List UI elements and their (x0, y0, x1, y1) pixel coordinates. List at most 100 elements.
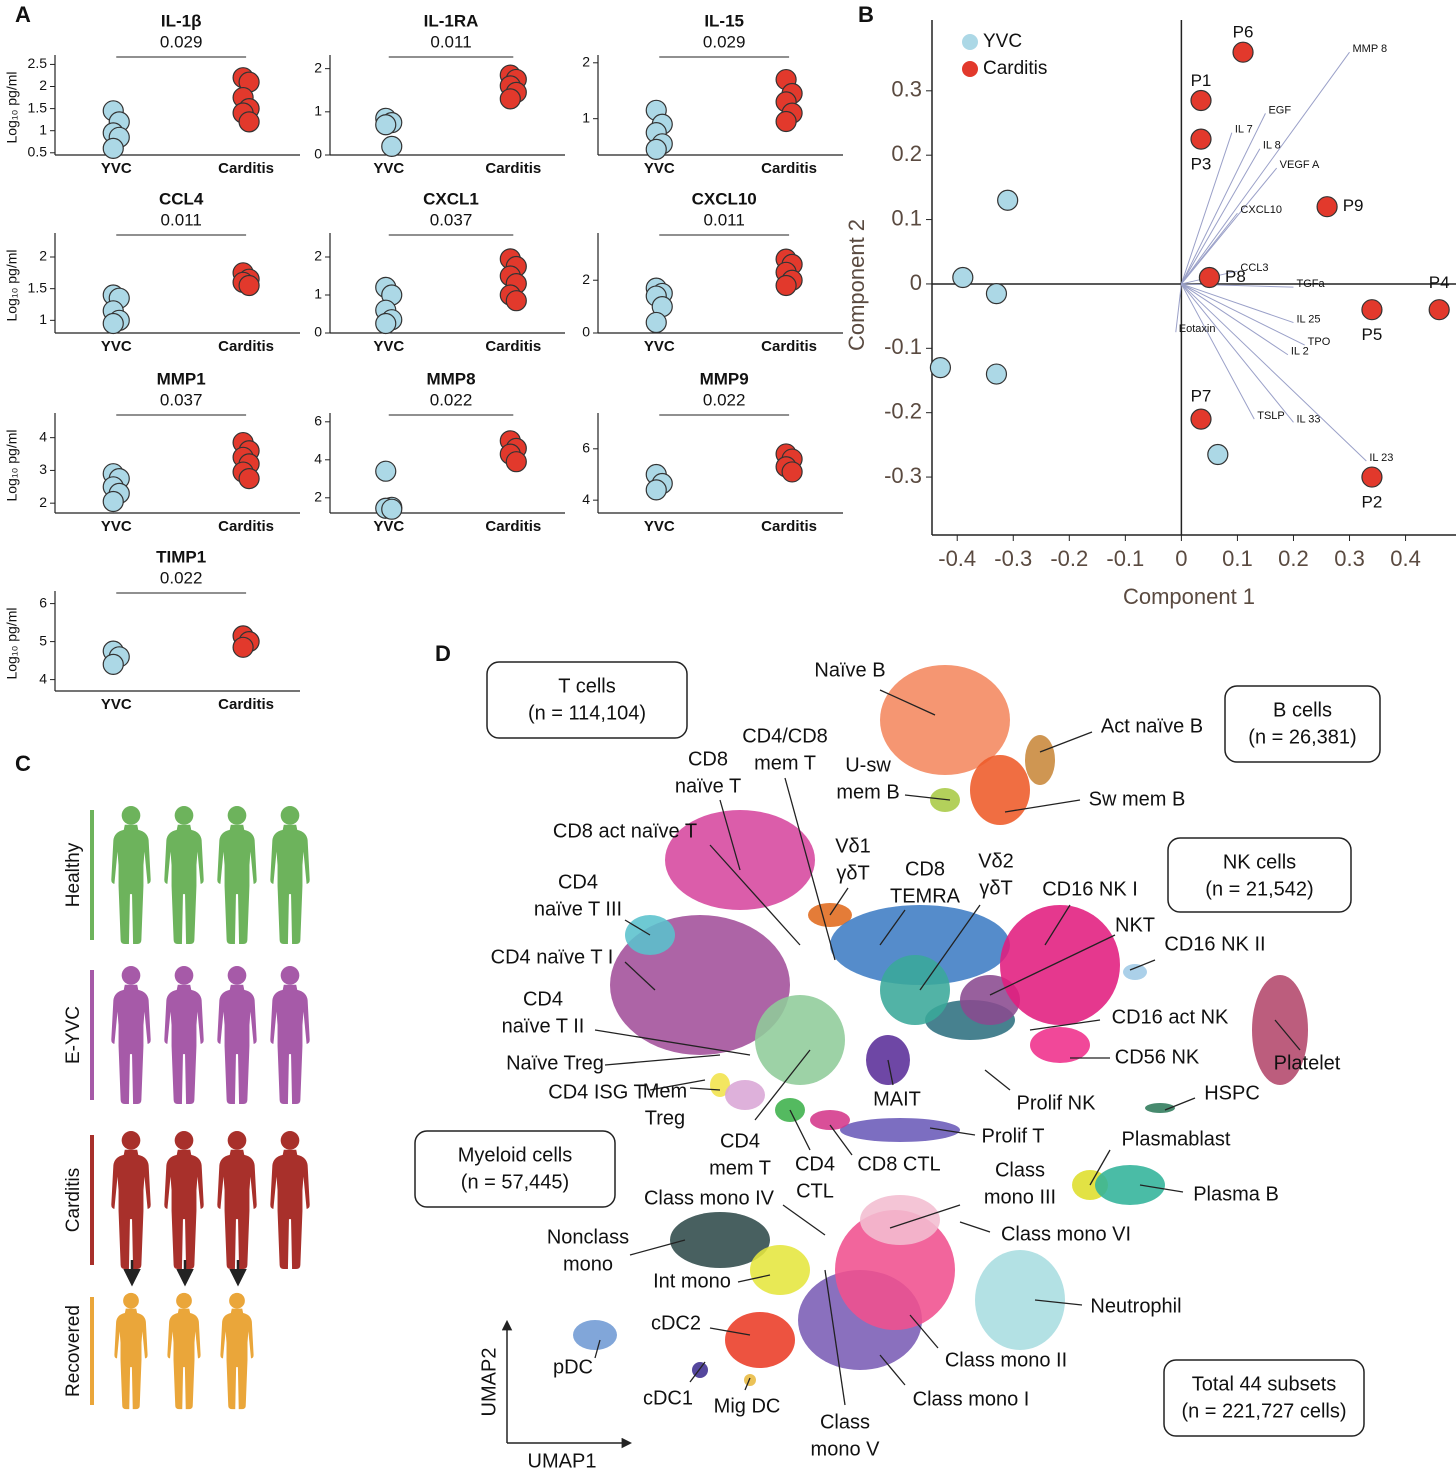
cluster-label: Class (995, 1159, 1045, 1181)
cluster-label: CD8 CTL (857, 1153, 940, 1175)
p-value: 0.022 (430, 390, 473, 409)
leader-line (1089, 1149, 1111, 1186)
person-icon (164, 966, 204, 1104)
cluster-label: CD8 (688, 748, 728, 770)
p-value: 0.011 (430, 32, 471, 51)
group-box (1163, 1359, 1365, 1437)
y-axis-label: Log₁₀ pg/ml (4, 607, 20, 679)
cluster-label: CD16 act NK (1112, 1006, 1229, 1028)
dot (375, 460, 397, 482)
cohort-bar (90, 970, 94, 1100)
cell-cluster (670, 1212, 770, 1268)
y-tick-label: 2 (39, 77, 47, 93)
chart-title: CXCL10 (692, 189, 757, 208)
y-tick-label: -0.3 (884, 463, 922, 488)
point-label: P6 (1233, 23, 1254, 42)
cluster-label: Mig DC (714, 1395, 781, 1417)
y-tick-label: 2 (39, 248, 47, 264)
leader-line (689, 1087, 721, 1091)
leader-line (754, 1049, 811, 1121)
loading-label: IL 2 (1291, 346, 1309, 358)
leader-line (1129, 959, 1156, 971)
leader-line (1004, 799, 1081, 813)
y-tick-label: 4 (39, 670, 47, 686)
x-tick-label: YVC (644, 518, 675, 535)
leader-line (689, 1361, 706, 1383)
p-value: 0.029 (160, 32, 203, 51)
y-tick-label: 1.5 (28, 99, 48, 115)
cluster-label: HSPC (1204, 1082, 1260, 1104)
group-box-text: Total 44 subsets (1192, 1373, 1337, 1395)
cell-cluster (725, 1080, 765, 1110)
y-tick-label: 1.5 (28, 279, 48, 295)
leader-line (744, 1377, 751, 1391)
cluster-label: Platelet (1274, 1052, 1341, 1074)
x-tick-label: Carditis (761, 338, 817, 355)
cluster-label: CD4 (523, 988, 563, 1010)
p-value: 0.037 (430, 210, 473, 229)
point (1361, 466, 1383, 488)
loading-vector (1181, 283, 1294, 324)
cluster-label: Mem (643, 1080, 687, 1102)
cluster-label: Sw mem B (1089, 788, 1186, 810)
y-axis-label: Log₁₀ pg/ml (4, 429, 20, 501)
loading-label: VEGF A (1280, 159, 1320, 171)
leader-line (737, 1274, 771, 1283)
x-tick-label: YVC (373, 518, 404, 535)
person-icon (164, 806, 204, 944)
y-tick-label: 0 (910, 270, 922, 295)
x-tick-label: 0.2 (1278, 546, 1309, 571)
cluster-label: Prolif NK (1017, 1092, 1097, 1114)
x-tick-label: -0.2 (1050, 546, 1088, 571)
loading-label: IL 8 (1263, 140, 1281, 152)
cluster-label: mem T (754, 752, 816, 774)
p-value: 0.037 (160, 390, 203, 409)
cluster-label: Class (820, 1411, 870, 1433)
point-label: P3 (1191, 155, 1212, 174)
cell-cluster (725, 1312, 795, 1368)
x-tick-label: Carditis (761, 518, 817, 535)
y-axis-label: Component 2 (844, 219, 869, 351)
person-icon (270, 966, 310, 1104)
dot (238, 468, 260, 490)
panel-label: B (858, 2, 874, 27)
cell-cluster (1025, 735, 1055, 785)
dot (238, 274, 260, 297)
loading-label: MMP 8 (1353, 43, 1388, 55)
x-tick-label: YVC (373, 338, 404, 355)
cell-cluster (1030, 1027, 1090, 1063)
y-tick-label: 5 (39, 632, 47, 648)
cluster-label: γδT (836, 862, 869, 884)
cell-cluster (573, 1320, 617, 1350)
cluster-label: Naïve Treg (506, 1052, 604, 1074)
legend-swatch (962, 34, 978, 50)
point (1198, 266, 1221, 289)
person-icon (217, 1131, 257, 1269)
cluster-label: CD16 NK II (1164, 933, 1265, 955)
cluster-label: Naïve B (814, 659, 885, 681)
cell-cluster (975, 1250, 1065, 1350)
cluster-label: Class mono VI (1001, 1223, 1131, 1245)
cell-cluster (830, 905, 1010, 985)
dot (381, 498, 403, 520)
cluster-label: mem T (709, 1157, 771, 1179)
y-tick-label: 0 (582, 324, 590, 340)
person-icon (111, 1131, 151, 1269)
cell-cluster (665, 810, 815, 910)
cluster-label: Class mono IV (644, 1187, 775, 1209)
legend-label: Carditis (983, 58, 1047, 79)
dot (505, 290, 527, 312)
cluster-label: Vδ1 (835, 835, 871, 857)
point-label: P9 (1343, 196, 1364, 215)
point-label: P5 (1362, 325, 1383, 344)
x-tick-label: Carditis (218, 160, 274, 177)
cluster-label: naïve T (675, 775, 741, 797)
x-tick-label: YVC (101, 338, 132, 355)
cluster-label: Treg (645, 1107, 685, 1129)
cluster-label: CD4 (795, 1153, 835, 1175)
y-axis-label: UMAP2 (478, 1348, 500, 1417)
cluster-label: naïve T II (502, 1015, 585, 1037)
panel-label: D (435, 641, 451, 666)
cluster-label: mono (563, 1253, 613, 1275)
dot (375, 114, 397, 136)
